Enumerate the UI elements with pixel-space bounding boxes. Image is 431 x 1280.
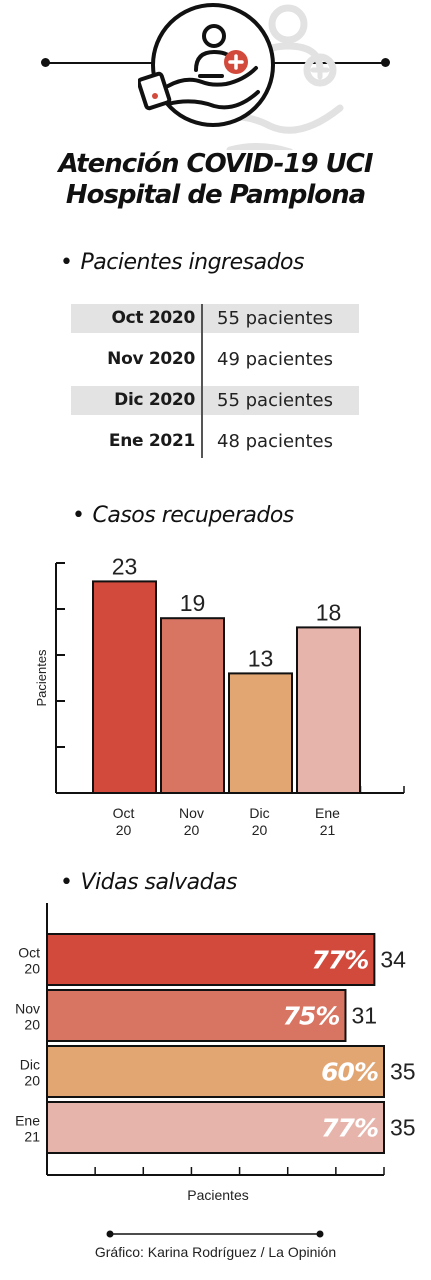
header-rule-left-dot <box>41 58 50 67</box>
bar-value-label: 19 <box>180 590 206 616</box>
hand-holding-patient-icon <box>138 24 260 111</box>
y-tick-label-month: Nov <box>15 1001 40 1017</box>
bar-value-label: 13 <box>248 645 274 671</box>
admissions-heading: • Pacientes ingresados <box>60 250 304 275</box>
bar-percent-label: 60% <box>321 1058 378 1087</box>
x-tick-label-year: 20 <box>184 822 200 838</box>
recovered-heading-text: Casos recuperados <box>92 503 294 528</box>
saved-heading: • Vidas salvadas <box>60 870 238 895</box>
y-tick-label-month: Ene <box>15 1113 40 1129</box>
y-tick-label-year: 20 <box>24 961 40 977</box>
y-tick-label-year: 21 <box>24 1129 40 1145</box>
footer-credit: Gráfico: Karina Rodríguez / La Opinión <box>94 1244 337 1260</box>
table-value: 48 pacientes <box>217 431 333 452</box>
bar-value-label: 23 <box>112 553 138 579</box>
saved-heading-text: Vidas salvadas <box>80 870 238 895</box>
bar-percent-label: 77% <box>312 946 369 975</box>
table-row-oct: Oct 2020 55 pacientes <box>71 304 359 333</box>
page-title-line-1: Atención COVID-19 UCI <box>58 149 373 179</box>
bar <box>160 617 225 794</box>
bar-value-label: 35 <box>390 1059 416 1085</box>
recovered-heading: • Casos recuperados <box>72 503 294 528</box>
bar <box>46 933 376 986</box>
bar-value-label: 31 <box>351 1003 377 1029</box>
y-tick-label-year: 20 <box>24 1073 40 1089</box>
x-tick-label-year: 20 <box>116 822 132 838</box>
table-month: Oct 2020 <box>111 308 196 328</box>
x-tick-label-year: 20 <box>252 822 268 838</box>
x-tick-label-year: 21 <box>320 822 336 838</box>
bar-percent-label: 75% <box>283 1002 340 1031</box>
bar <box>46 1045 385 1098</box>
table-value: 55 pacientes <box>217 308 333 329</box>
table-divider <box>201 304 203 458</box>
y-tick-label-year: 20 <box>24 1017 40 1033</box>
table-month: Ene 2021 <box>108 431 195 451</box>
bar <box>296 626 361 795</box>
x-tick-label-month: Nov <box>179 805 204 821</box>
bar <box>92 580 157 795</box>
bar <box>228 672 293 794</box>
table-row-nov: Nov 2020 49 pacientes <box>71 345 359 374</box>
header-rule-right-dot <box>381 58 390 67</box>
table-value: 49 pacientes <box>217 349 333 370</box>
x-axis-label: Pacientes <box>187 1187 248 1203</box>
x-tick-label-month: Oct <box>113 805 135 821</box>
x-tick-label-month: Ene <box>315 805 340 821</box>
y-axis-label: Pacientes <box>34 649 49 707</box>
table-month: Dic 2020 <box>114 390 195 410</box>
header-rule-left <box>46 62 154 64</box>
bar <box>46 1101 385 1154</box>
y-tick-label-month: Oct <box>18 945 40 961</box>
table-month: Nov 2020 <box>107 349 195 369</box>
bar <box>46 989 347 1042</box>
x-tick-label-month: Dic <box>249 805 269 821</box>
bar-value-label: 18 <box>316 599 342 625</box>
bar-percent-label: 77% <box>321 1114 378 1143</box>
table-row-ene: Ene 2021 48 pacientes <box>71 427 359 456</box>
page-title-line-2: Hospital de Pamplona <box>65 180 366 210</box>
table-value: 55 pacientes <box>217 390 333 411</box>
bar-value-label: 35 <box>390 1115 416 1141</box>
table-row-dic: Dic 2020 55 pacientes <box>71 386 359 415</box>
bar-value-label: 34 <box>380 947 406 973</box>
footer-rule <box>106 1230 324 1238</box>
admissions-heading-text: Pacientes ingresados <box>80 250 304 275</box>
y-tick-label-month: Dic <box>20 1057 40 1073</box>
